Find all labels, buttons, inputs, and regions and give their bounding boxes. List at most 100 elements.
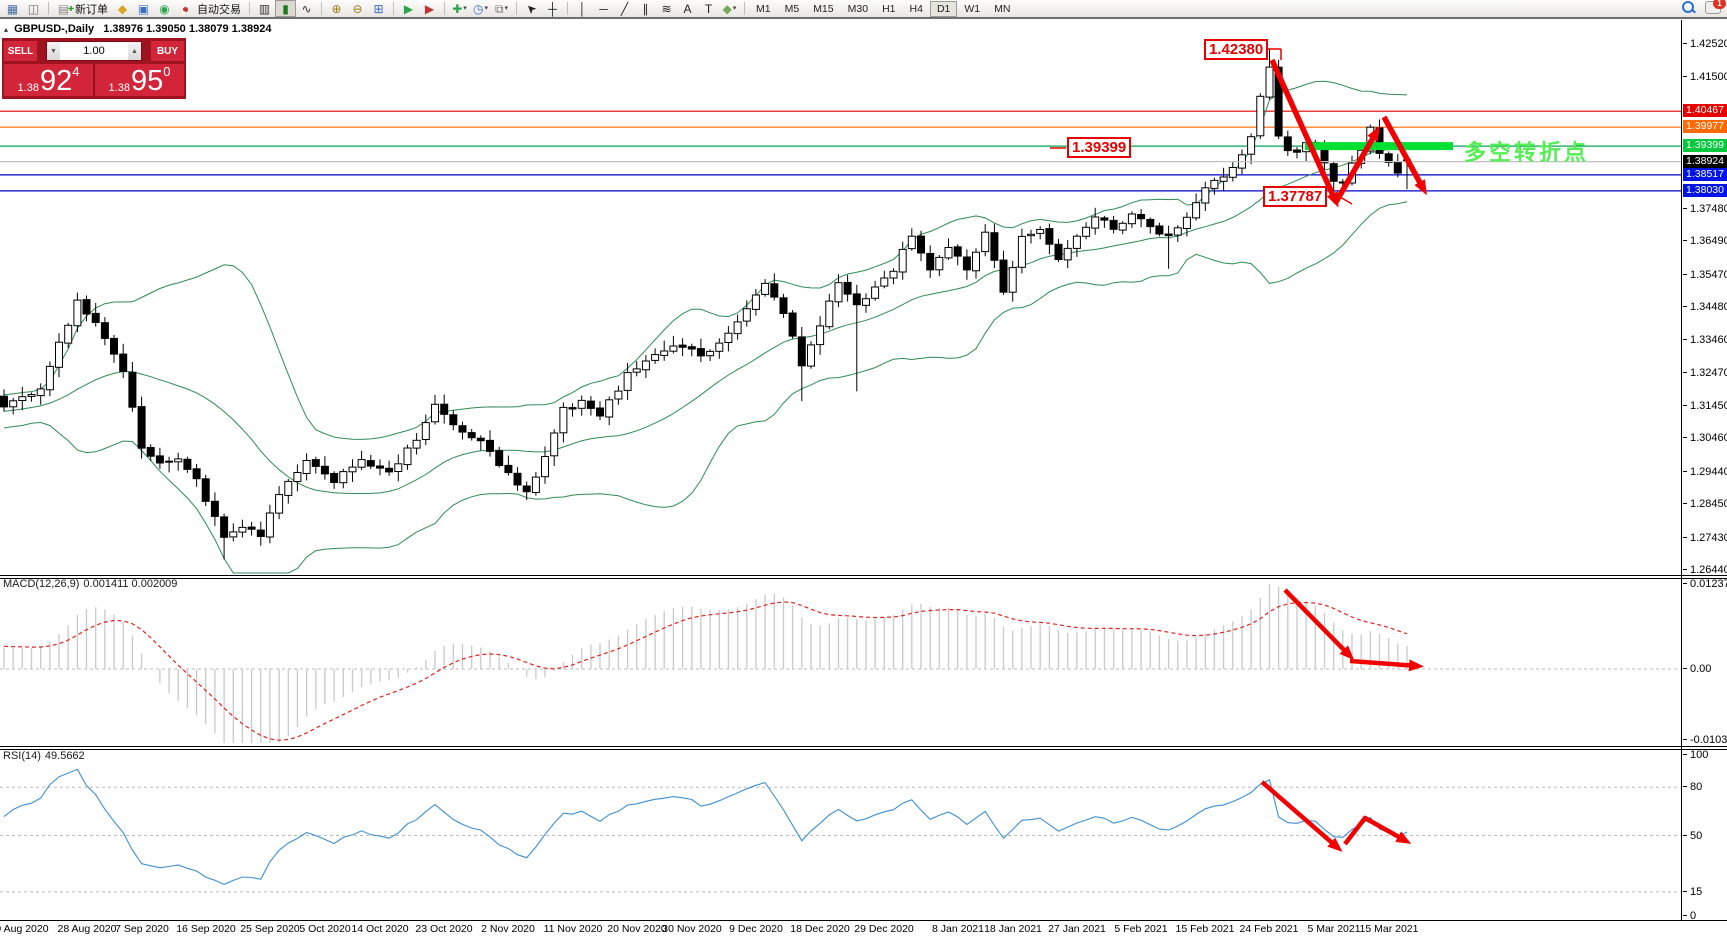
volume-increase-button[interactable]: ▲	[128, 42, 141, 60]
support-resistance-lines	[0, 110, 1681, 192]
date-label: 9 Dec 2020	[729, 923, 783, 935]
bollinger-upper	[3, 80, 1408, 440]
arrows-objects-icon[interactable]: ◆ ▾	[722, 1, 737, 16]
date-label: 7 Sep 2020	[115, 923, 169, 935]
macd-signal-line	[3, 601, 1408, 741]
metaeditor-icon[interactable]: ◆	[117, 1, 128, 16]
one-click-trading-panel: SELL ▼ 1.00 ▲ BUY 1.38 92 4 1.38 95 0	[2, 38, 186, 99]
date-label: 25 Sep 2020	[240, 923, 300, 935]
buy-button[interactable]: BUY	[151, 41, 184, 61]
collapse-panel-icon[interactable]: ▴	[4, 25, 9, 34]
autotrading-icon[interactable]: ● ▶	[181, 1, 190, 17]
price-badge: 1.39399	[1683, 139, 1727, 152]
notification-badge: 1	[1713, 0, 1726, 9]
date-label: 15 Feb 2021	[1175, 923, 1235, 935]
timeframe-h4[interactable]: H4	[909, 2, 923, 15]
chart-title: ▴ GBPUSD-,Daily 1.38976 1.39050 1.38079 …	[4, 23, 271, 35]
strategy-tester-icon[interactable]: ◉	[159, 1, 170, 16]
channel-icon[interactable]: ∥	[642, 1, 649, 16]
macd-tick: 0.012372	[1683, 578, 1727, 590]
line-chart-icon[interactable]: ∿	[301, 1, 312, 16]
sell-button[interactable]: SELL	[4, 41, 37, 61]
timeframe-m1[interactable]: M1	[756, 2, 771, 15]
price-callout-high[interactable]: 1.42380	[1204, 39, 1269, 60]
new-order-icon-label: 新订单	[75, 3, 108, 16]
rsi-tick: 80	[1682, 781, 1703, 793]
timeframe-m15[interactable]: M15	[813, 2, 834, 15]
templates-icon[interactable]: ⧉ ▾	[494, 1, 509, 16]
candlestick-chart-icon[interactable]: ▮	[275, 0, 296, 17]
timeframe-mn[interactable]: MN	[994, 2, 1011, 15]
bar-chart-icon[interactable]: ▥	[258, 1, 271, 16]
terminal-icon[interactable]: ▣	[137, 1, 150, 16]
timeframe-h1[interactable]: H1	[882, 2, 896, 15]
price-axis-border[interactable]	[1681, 20, 1682, 921]
panel-separator[interactable]	[0, 746, 1727, 747]
annotation-note-text[interactable]: 多空转折点	[1464, 140, 1590, 165]
price-callout-level[interactable]: 1.39399	[1067, 137, 1132, 158]
volume-decrease-button[interactable]: ▼	[47, 42, 60, 60]
sell-price-pip: 4	[72, 64, 80, 79]
trendline-icon[interactable]: ╱	[620, 1, 629, 16]
chart-profiles-icon[interactable]: ◫	[27, 1, 40, 16]
bollinger-middle	[3, 147, 1408, 495]
panel-separator[interactable]	[0, 575, 1727, 576]
macd-name: MACD(12,26,9)	[3, 578, 80, 590]
date-label: 16 Sep 2020	[176, 923, 236, 935]
toolbar-separator	[321, 2, 322, 15]
timeframe-w1[interactable]: W1	[964, 2, 981, 15]
crosshair-icon[interactable]: ┼	[548, 1, 557, 16]
price-tick: 1.42520	[1683, 38, 1727, 50]
date-label: 11 Nov 2020	[543, 923, 603, 935]
cursor-icon[interactable]: ➤	[522, 0, 541, 18]
periods-icon[interactable]: ◷ ▾	[473, 1, 488, 16]
date-label: 5 Feb 2021	[1114, 923, 1168, 935]
timeframe-m30[interactable]: M30	[847, 2, 869, 15]
text-icon[interactable]: A	[683, 1, 692, 16]
add-indicator-icon[interactable]: ✚ ▾	[452, 1, 467, 16]
price-tick: 1.35470	[1683, 269, 1727, 281]
zoom-in-icon[interactable]: ⊕	[331, 1, 342, 16]
rsi-tick: 50	[1682, 830, 1703, 842]
toolbar-separator	[249, 2, 250, 15]
tile-windows-icon[interactable]: ⊞	[373, 1, 384, 16]
notifications-icon[interactable]: 1	[1705, 0, 1726, 14]
macd-values: 0.001411 0.002009	[83, 578, 178, 590]
fibonacci-icon[interactable]: ≋	[661, 1, 672, 16]
date-label: 24 Feb 2021	[1239, 923, 1299, 935]
price-callout-low[interactable]: 1.37787	[1263, 186, 1328, 207]
new-order-icon[interactable]: ▤ ✚	[57, 1, 74, 16]
step-end-icon[interactable]: ▶	[424, 1, 435, 16]
macd-indicator-label: MACD(12,26,9) 0.001411 0.002009	[3, 578, 177, 590]
toolbar-separator	[516, 2, 517, 15]
time-axis-separator	[0, 920, 1727, 921]
timeframe-m5[interactable]: M5	[784, 2, 800, 15]
label-icon[interactable]: T	[704, 1, 713, 16]
zoom-out-icon[interactable]: ⊖	[352, 1, 363, 16]
price-badge: 1.38517	[1683, 168, 1727, 181]
step-forward-icon[interactable]: ▶	[403, 1, 414, 16]
volume-value[interactable]: 1.00	[83, 45, 105, 57]
date-label: 23 Oct 2020	[415, 923, 473, 935]
vertical-line-icon[interactable]: │	[578, 1, 587, 16]
price-badge: 1.38030	[1683, 184, 1727, 197]
price-tick: 1.41500	[1683, 71, 1727, 83]
date-label: 18 Dec 2020	[790, 923, 850, 935]
price-tick: 1.27430	[1683, 532, 1727, 544]
timeframe-d1[interactable]: D1	[929, 0, 958, 17]
date-label: 9 Aug 2020	[0, 923, 49, 935]
date-label: 2 Nov 2020	[481, 923, 535, 935]
buy-price[interactable]: 1.38 95 0	[94, 64, 184, 96]
chart-window[interactable]: ▴ GBPUSD-,Daily 1.38976 1.39050 1.38079 …	[0, 19, 1727, 938]
new-chart-icon[interactable]: ▦	[6, 1, 19, 16]
horizontal-line-icon[interactable]: ─	[599, 1, 608, 16]
date-label: 29 Dec 2020	[854, 923, 914, 935]
search-icon[interactable]	[1682, 1, 1695, 14]
date-label: 28 Aug 2020	[57, 923, 117, 935]
price-tick: 1.29440	[1683, 466, 1727, 478]
volume-stepper[interactable]: ▼ 1.00 ▲	[46, 41, 142, 61]
rsi-tick: 15	[1682, 886, 1703, 898]
chart-canvas[interactable]	[0, 19, 1682, 920]
rsi-indicator-label: RSI(14) 49.5662	[3, 750, 85, 762]
sell-price[interactable]: 1.38 92 4	[4, 64, 93, 96]
